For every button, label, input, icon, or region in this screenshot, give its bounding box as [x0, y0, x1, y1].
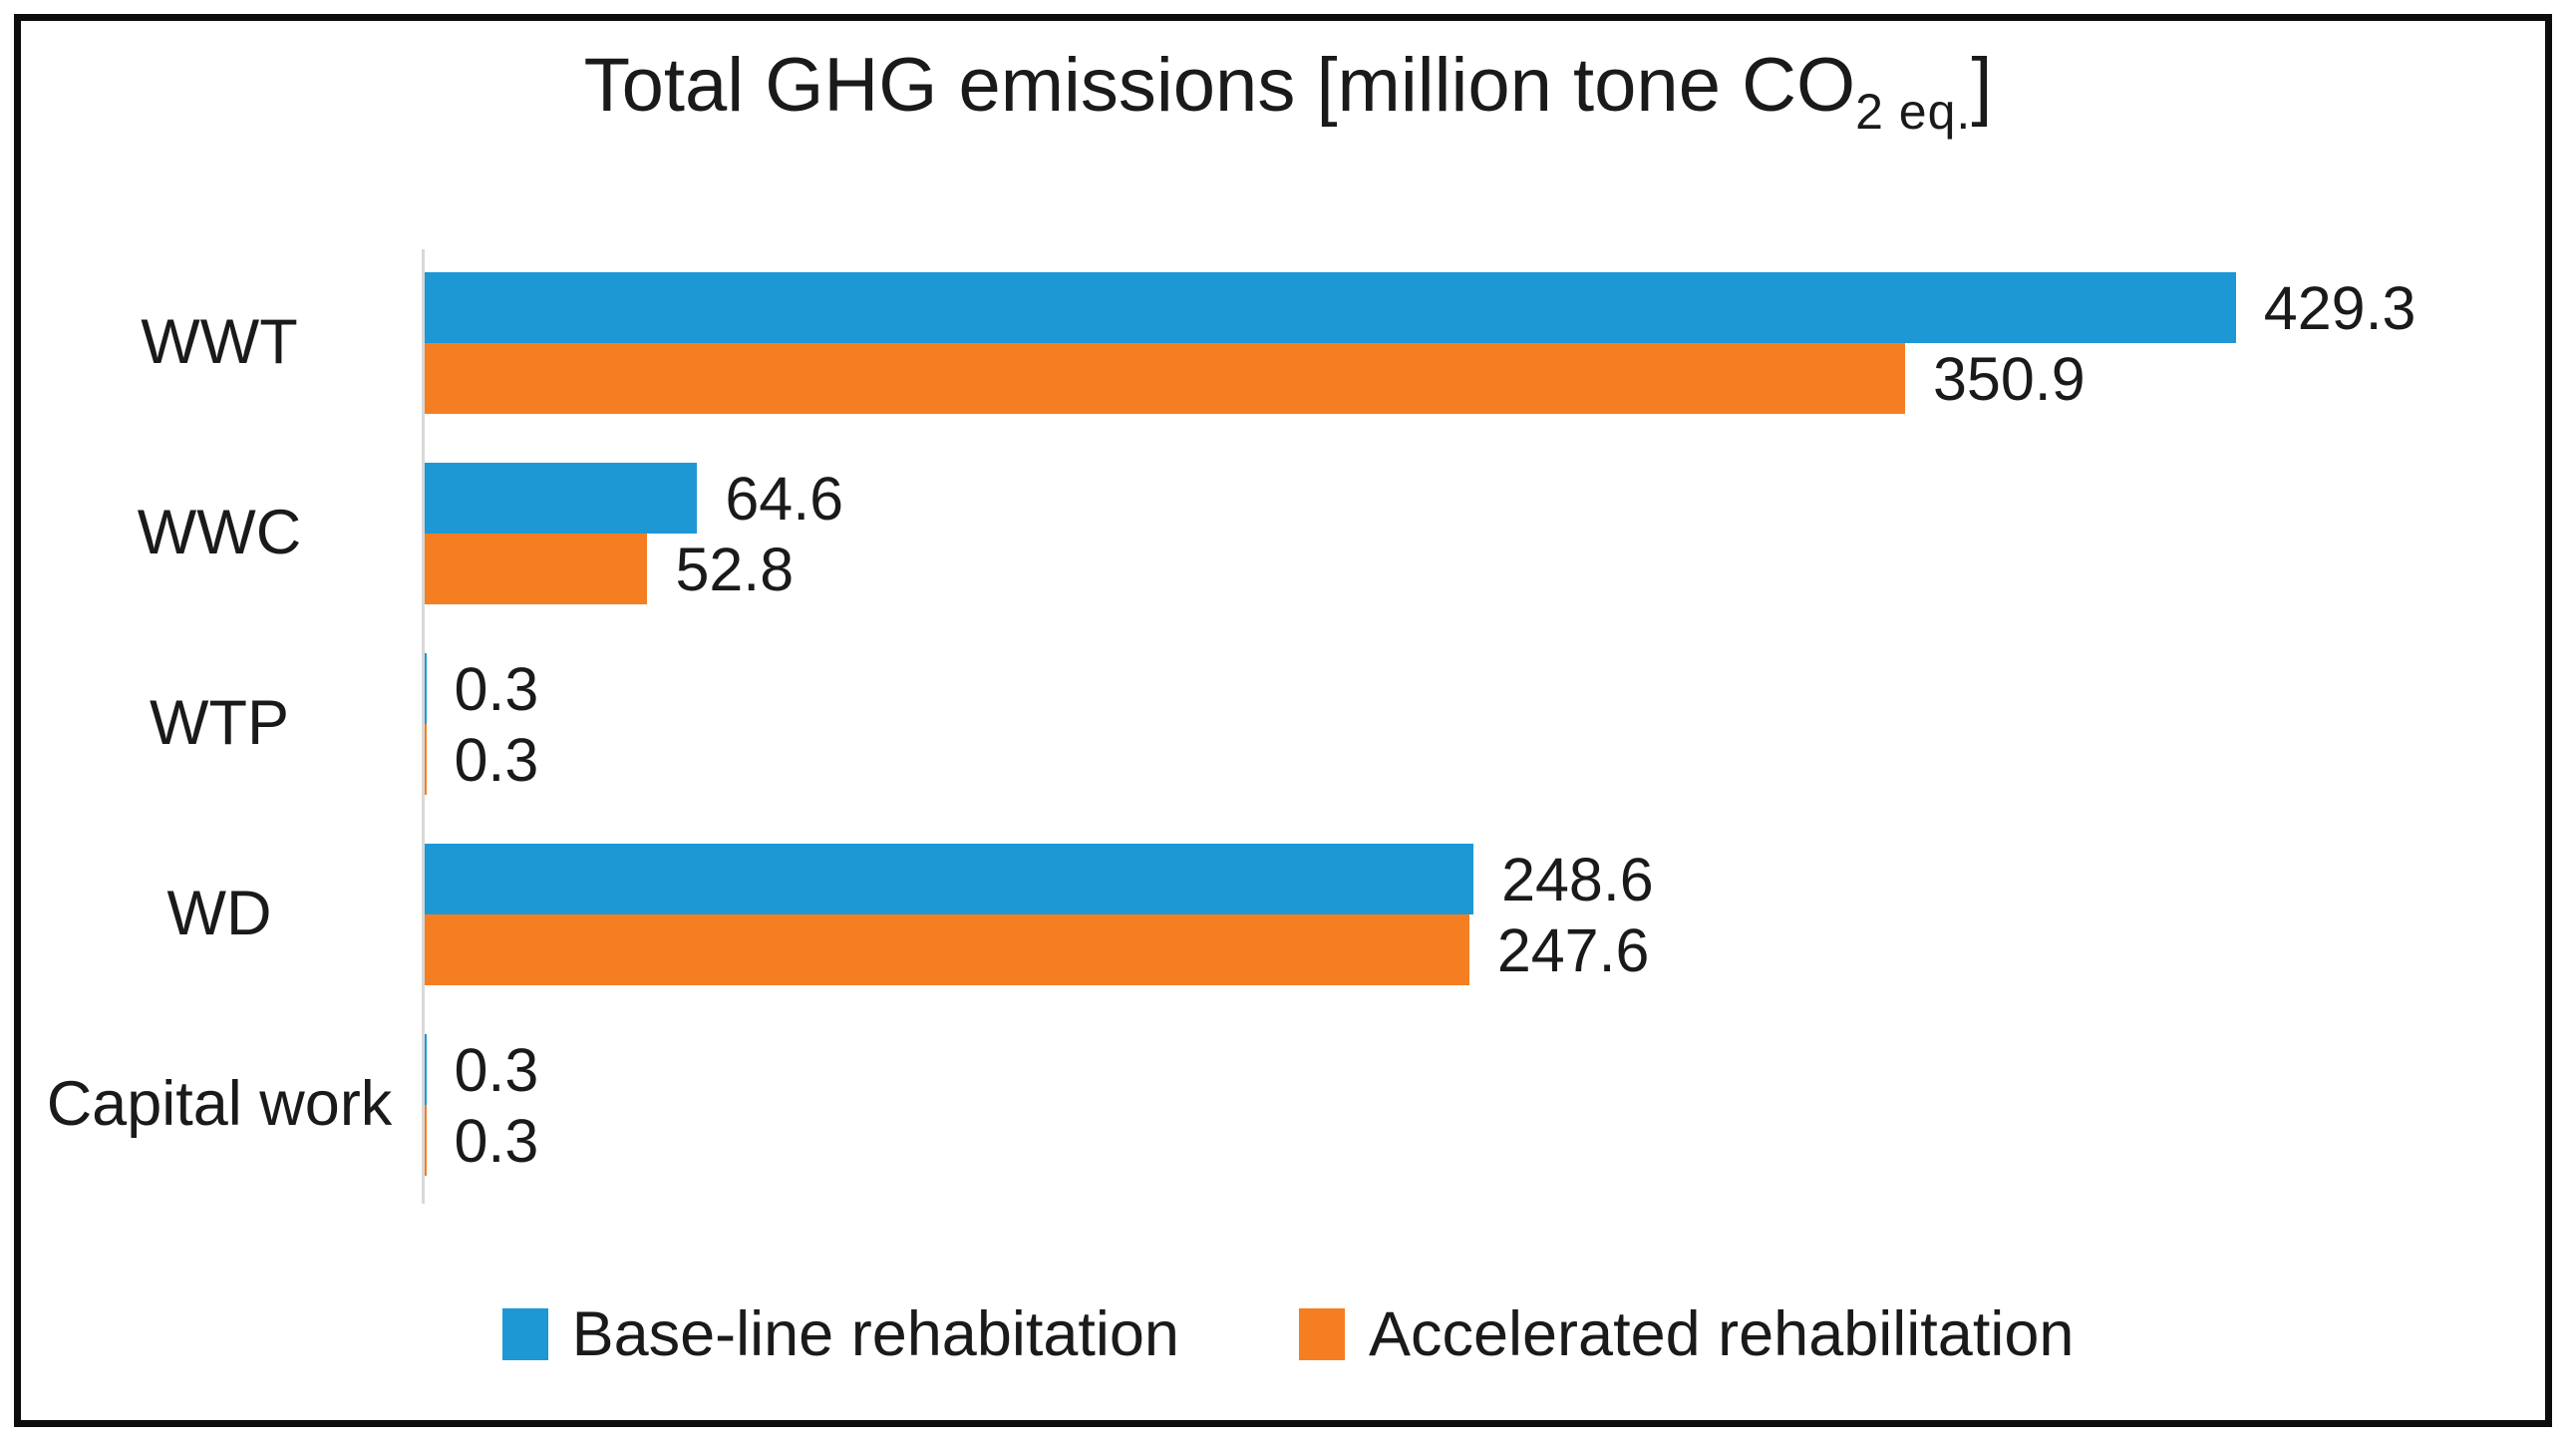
category-axis-line	[422, 249, 425, 1204]
legend: Base-line rehabitation Accelerated rehab…	[0, 1298, 2576, 1370]
bar-value-label: 429.3	[2263, 273, 2416, 342]
chart-title-subscript: 2 eq.	[1855, 84, 1972, 140]
bar-value-label: 248.6	[1501, 845, 1654, 913]
bar-series0-capital-work	[425, 1034, 427, 1105]
bar-series0-wwt	[425, 272, 2236, 343]
legend-swatch-baseline	[501, 1308, 548, 1360]
legend-label-accelerated: Accelerated rehabilitation	[1368, 1299, 2075, 1369]
legend-swatch-accelerated	[1298, 1308, 1345, 1360]
legend-item-accelerated: Accelerated rehabilitation	[1298, 1298, 2075, 1370]
bar-series1-wtp	[425, 724, 427, 795]
chart-title-suffix: ]	[1971, 43, 1993, 128]
bar-series1-capital-work	[425, 1105, 427, 1176]
bar-series0-wtp	[425, 653, 427, 724]
bar-series1-wwt	[425, 343, 1905, 414]
legend-item-baseline: Base-line rehabitation	[501, 1298, 1179, 1370]
chart-title-text: Total GHG emissions [million tone CO	[583, 43, 1856, 128]
category-label-wtp: WTP	[150, 688, 289, 759]
chart-title: Total GHG emissions [million tone CO2 eq…	[0, 42, 2576, 140]
bar-value-label: 52.8	[675, 535, 795, 603]
category-label-wwc: WWC	[137, 498, 302, 568]
bar-series0-wwc	[425, 463, 698, 534]
bar-value-label: 350.9	[1933, 344, 2086, 413]
legend-label-baseline: Base-line rehabitation	[571, 1299, 1179, 1369]
bar-value-label: 64.6	[725, 464, 844, 533]
bar-value-label: 0.3	[454, 1106, 539, 1175]
bar-value-label: 0.3	[454, 725, 539, 794]
category-label-capital-work: Capital work	[46, 1069, 393, 1140]
bar-series1-wwc	[425, 534, 648, 604]
category-label-wwt: WWT	[141, 307, 298, 378]
bar-series0-wd	[425, 844, 1474, 914]
bar-value-label: 0.3	[454, 654, 539, 723]
bar-value-label: 247.6	[1496, 915, 1650, 984]
bar-series1-wd	[425, 914, 1469, 985]
category-label-wd: WD	[166, 879, 272, 949]
bar-value-label: 0.3	[454, 1035, 539, 1104]
